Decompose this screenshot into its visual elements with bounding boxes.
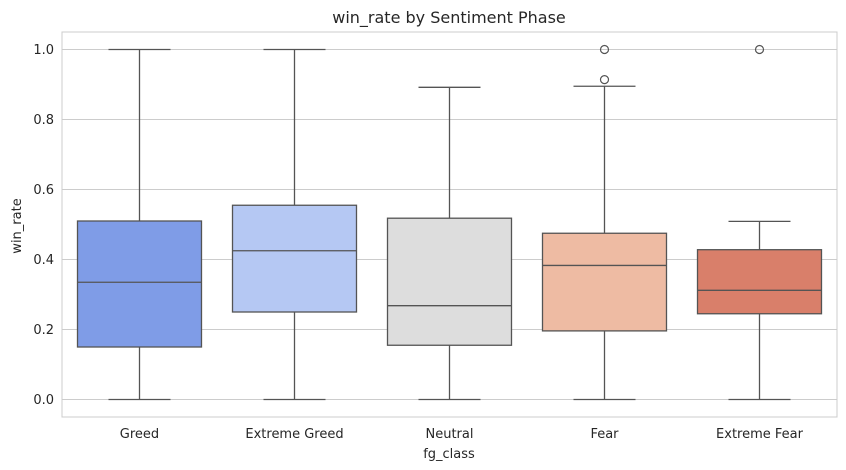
x-axis-label: fg_class [423, 447, 475, 462]
x-tick-label: Extreme Fear [716, 427, 804, 442]
outlier-point [754, 44, 765, 55]
iqr-box [76, 220, 203, 348]
iqr-box [696, 249, 823, 315]
outlier-point [599, 44, 610, 55]
x-tick-label: Neutral [426, 427, 474, 442]
chart-title: win_rate by Sentiment Phase [332, 8, 566, 28]
x-tick-label: Extreme Greed [245, 427, 343, 442]
y-tick-label: 0.0 [33, 393, 54, 408]
iqr-box [541, 232, 668, 332]
y-axis-ticks: 0.0 0.2 0.4 0.6 0.8 1.0 [33, 43, 54, 408]
y-axis-label: win_rate [10, 198, 25, 253]
iqr-box [386, 217, 513, 346]
boxes-group [76, 44, 823, 401]
x-axis-ticks: Greed Extreme Greed Neutral Fear Extreme Fea… [120, 427, 804, 442]
box-2 [386, 86, 513, 401]
x-tick-label: Greed [120, 427, 159, 442]
outlier-point [599, 74, 610, 85]
iqr-box [231, 204, 358, 313]
y-tick-label: 0.6 [33, 183, 54, 198]
box-0 [76, 48, 203, 401]
y-tick-label: 0.4 [33, 253, 54, 268]
y-tick-label: 0.8 [33, 113, 54, 128]
box-1 [231, 48, 358, 401]
y-tick-label: 1.0 [33, 43, 54, 58]
box-3 [541, 44, 668, 401]
x-tick-label: Fear [590, 427, 619, 442]
y-tick-label: 0.2 [33, 323, 54, 338]
box-4 [696, 44, 823, 401]
